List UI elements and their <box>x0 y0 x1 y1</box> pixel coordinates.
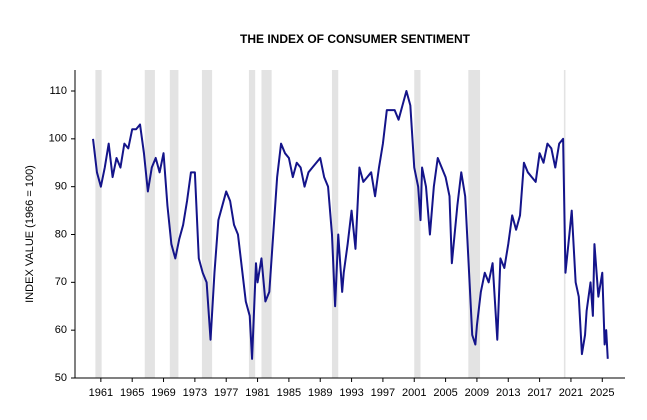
recession-band <box>144 70 155 378</box>
recession-band <box>331 70 339 378</box>
x-tick-label: 1973 <box>183 387 207 399</box>
recession-band <box>95 70 102 378</box>
x-tick-label: 1969 <box>151 387 175 399</box>
x-tick-label: 1981 <box>245 387 269 399</box>
recession-band <box>414 70 421 378</box>
x-tick-label: 2009 <box>465 387 489 399</box>
y-tick-label: 90 <box>55 181 67 193</box>
y-tick-label: 80 <box>55 228 67 240</box>
x-tick-label: 1997 <box>371 387 395 399</box>
x-tick-label: 1985 <box>277 387 301 399</box>
x-tick-label: 2021 <box>559 387 583 399</box>
recession-band <box>261 70 272 378</box>
x-tick-label: 1989 <box>308 387 332 399</box>
y-tick-label: 50 <box>55 372 67 384</box>
x-tick-label: 2017 <box>527 387 551 399</box>
y-tick-label: 100 <box>49 133 67 145</box>
y-tick-label: 60 <box>55 324 67 336</box>
x-tick-label: 1993 <box>339 387 363 399</box>
x-tick-label: 1961 <box>89 387 113 399</box>
chart-title: THE INDEX OF CONSUMER SENTIMENT <box>240 32 471 46</box>
recession-band <box>248 70 256 378</box>
x-tick-label: 2001 <box>402 387 426 399</box>
series-line <box>92 90 609 360</box>
recession-band <box>468 70 481 378</box>
y-tick-label: 110 <box>49 85 67 97</box>
recession-band <box>201 70 213 378</box>
x-tick-label: 1965 <box>120 387 144 399</box>
x-tick-label: 2025 <box>590 387 614 399</box>
y-tick-label: 70 <box>55 276 67 288</box>
x-tick-label: 2005 <box>433 387 457 399</box>
x-tick-label: 1977 <box>214 387 238 399</box>
y-axis-label: INDEX VALUE (1966 = 100) <box>24 165 36 303</box>
x-tick-label: 2013 <box>496 387 520 399</box>
recession-band <box>169 70 179 378</box>
